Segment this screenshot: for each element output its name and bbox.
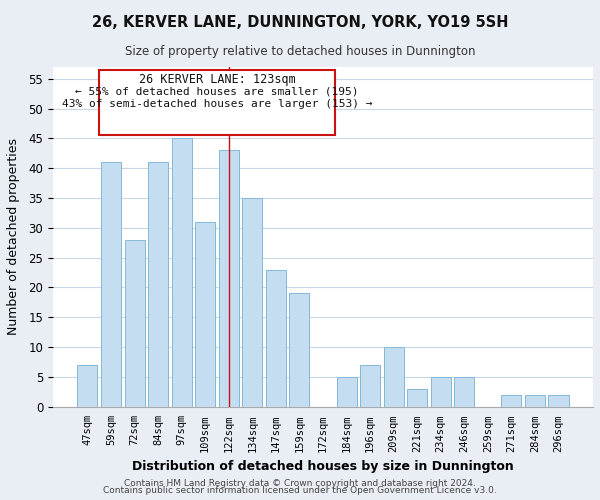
- Bar: [195, 222, 215, 406]
- Bar: [125, 240, 145, 406]
- Bar: [219, 150, 239, 406]
- Bar: [454, 377, 474, 406]
- Bar: [172, 138, 191, 406]
- Bar: [101, 162, 121, 406]
- Text: 26, KERVER LANE, DUNNINGTON, YORK, YO19 5SH: 26, KERVER LANE, DUNNINGTON, YORK, YO19 …: [92, 15, 508, 30]
- Bar: [289, 294, 310, 406]
- Text: Contains public sector information licensed under the Open Government Licence v3: Contains public sector information licen…: [103, 486, 497, 495]
- X-axis label: Distribution of detached houses by size in Dunnington: Distribution of detached houses by size …: [132, 460, 514, 473]
- Text: Size of property relative to detached houses in Dunnington: Size of property relative to detached ho…: [125, 45, 475, 58]
- Bar: [148, 162, 168, 406]
- Bar: [548, 394, 569, 406]
- Bar: [242, 198, 262, 406]
- Bar: [77, 365, 97, 406]
- Bar: [502, 394, 521, 406]
- Text: 26 KERVER LANE: 123sqm: 26 KERVER LANE: 123sqm: [139, 74, 295, 86]
- Bar: [383, 347, 404, 406]
- FancyBboxPatch shape: [99, 70, 335, 136]
- Bar: [431, 377, 451, 406]
- Bar: [525, 394, 545, 406]
- Y-axis label: Number of detached properties: Number of detached properties: [7, 138, 20, 336]
- Text: Contains HM Land Registry data © Crown copyright and database right 2024.: Contains HM Land Registry data © Crown c…: [124, 478, 476, 488]
- Text: 43% of semi-detached houses are larger (153) →: 43% of semi-detached houses are larger (…: [62, 98, 372, 108]
- Bar: [360, 365, 380, 406]
- Bar: [337, 377, 356, 406]
- Bar: [407, 388, 427, 406]
- Bar: [266, 270, 286, 406]
- Text: ← 55% of detached houses are smaller (195): ← 55% of detached houses are smaller (19…: [75, 86, 359, 97]
